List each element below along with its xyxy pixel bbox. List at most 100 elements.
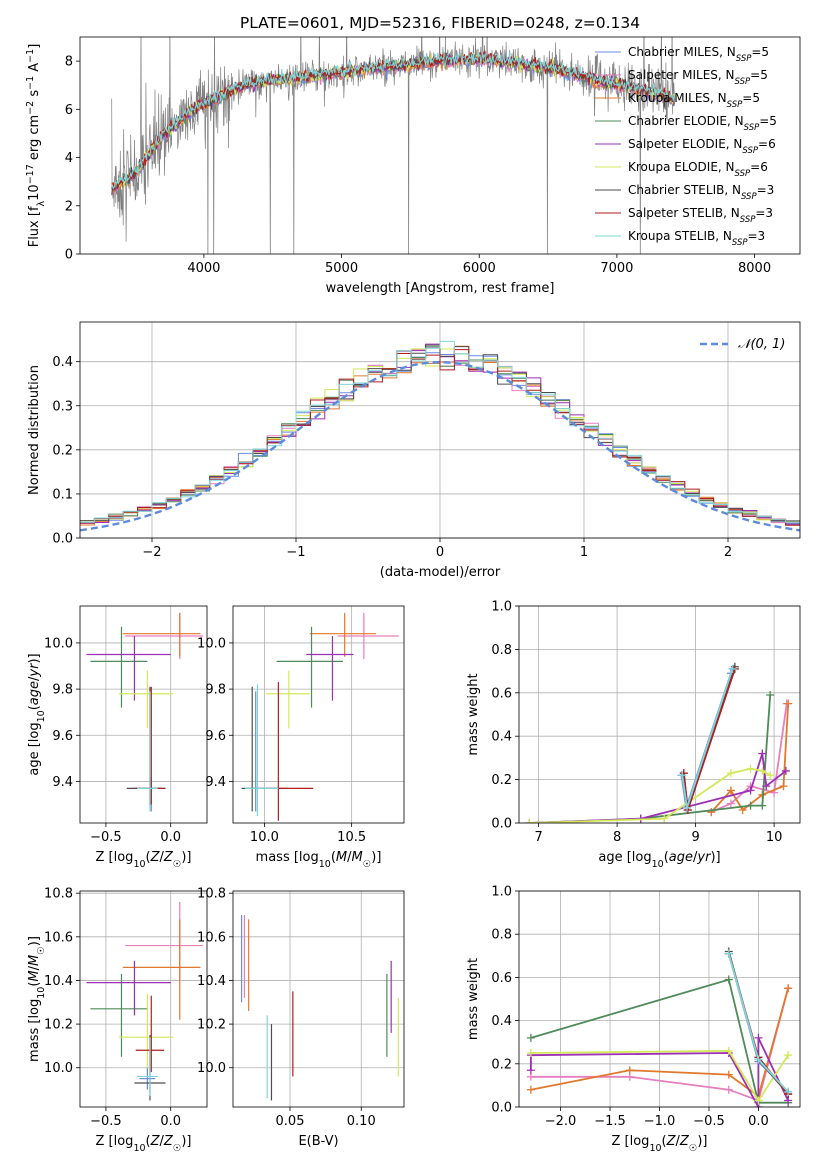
- series-marker: [724, 975, 733, 984]
- axis-label: age [log10(age/yr)]: [27, 653, 47, 775]
- axis-label: E(B-V): [298, 1134, 338, 1149]
- x-tick-label: −2.0: [545, 1114, 577, 1129]
- errorbar-point: [126, 686, 166, 805]
- errorbar-point: [245, 684, 279, 817]
- subplot-massweight-vs-age: 7 8 9 10 0.0 0.2 0.4 0.6 0.8 1.0 age [log10(age/yr…: [466, 600, 801, 870]
- axis-label: mass [log10(M/M☉)]: [27, 936, 47, 1062]
- x-tick-label: 7: [534, 830, 542, 845]
- legend: 𝒩(0, 1): [700, 337, 785, 352]
- errorbar-point: [309, 612, 377, 657]
- subplot-age-vs-mass: 10.0 10.5 9.4 9.6 9.8 10.0 mass [log10(M/M☉)]: [197, 605, 405, 870]
- axes-frame: [518, 890, 801, 1108]
- x-tick-label: 0.10: [347, 1114, 376, 1129]
- errorbar-point: [139, 1067, 156, 1090]
- legend-entry: Kroupa MILES, NSSP=5: [628, 91, 760, 110]
- legend-entry: 𝒩(0, 1): [738, 337, 785, 352]
- y-tick-label: 0.4: [52, 355, 73, 370]
- x-tick-label: −2: [142, 545, 161, 560]
- y-tick-label: 0.3: [52, 399, 73, 414]
- axis-label: age [log10(age/yr)]: [598, 850, 720, 870]
- y-tick-label: 9.8: [52, 683, 73, 698]
- figure-title: PLATE=0601, MJD=52316, FIBERID=0248, z=0…: [240, 14, 640, 32]
- series-marker: [766, 690, 775, 699]
- subplot-age-vs-Z: −0.5 0.0 9.4 9.6 9.8 10.0 Z [log10(Z/Z☉)] age […: [27, 605, 208, 870]
- series-marker: [758, 801, 767, 810]
- errorbar-point: [86, 960, 171, 1016]
- y-tick-label: 0.0: [491, 1101, 512, 1116]
- series-marker: [758, 749, 767, 758]
- plot-area: [86, 901, 204, 1101]
- axis-label: Flux [fλ10−17 erg cm−2 s−1 A−1]: [25, 44, 47, 248]
- subplots: 4000 5000 6000 7000 8000 0 2 4 6 8 wavelength [Ang…: [25, 36, 801, 1154]
- series-marker: [766, 771, 775, 780]
- y-tick-label: 10.2: [44, 1018, 73, 1033]
- series-marker: [754, 1055, 763, 1064]
- axis-label: Normed distribution: [27, 365, 42, 495]
- plot-area: [241, 612, 399, 821]
- subplot-residuals: −2 −1 0 1 2 0.0 0.1 0.2 0.3 0.4 (data-model)/error…: [27, 321, 801, 580]
- series-marker: [660, 814, 669, 823]
- data-spectrum-line: [111, 37, 675, 254]
- legend-entry: Salpeter MILES, NSSP=5: [628, 68, 768, 87]
- series-marker: [526, 1033, 535, 1042]
- series-marker: [726, 786, 735, 795]
- series-marker: [724, 949, 733, 958]
- series-marker: [526, 1049, 535, 1057]
- x-tick-label: 0.0: [748, 1114, 769, 1129]
- legend-entry: Salpeter STELIB, NSSP=3: [628, 206, 773, 225]
- histogram-step: [80, 340, 800, 523]
- errorbar-point: [137, 691, 158, 812]
- series-marker: [525, 819, 534, 823]
- errorbar-point: [125, 901, 204, 981]
- series-marker: [678, 771, 687, 780]
- plot-area: [526, 947, 793, 1107]
- errorbar-point: [125, 612, 204, 660]
- axis-label: mass [log10(M/M☉)]: [256, 850, 382, 870]
- y-tick-label: 6: [65, 103, 73, 118]
- series-marker: [754, 1033, 763, 1042]
- y-tick-label: 9.4: [52, 775, 73, 790]
- x-tick-label: −1.0: [644, 1114, 676, 1129]
- errorbar-point: [137, 1037, 158, 1097]
- y-tick-label: 1.0: [491, 600, 512, 615]
- y-tick-label: 0.2: [491, 1057, 512, 1072]
- axis-label: Z [log10(Z/Z☉)]: [612, 1134, 708, 1154]
- y-tick-label: 0.0: [52, 532, 73, 547]
- x-tick-label: 0.0: [160, 830, 181, 845]
- plot-area: [525, 662, 793, 823]
- x-tick-label: 0: [436, 545, 444, 560]
- plot-area: [111, 37, 675, 254]
- errorbar-point: [90, 973, 148, 1057]
- errorbar-point: [90, 626, 148, 708]
- x-tick-label: 10: [766, 830, 783, 845]
- x-tick-label: 2: [724, 545, 732, 560]
- errorbar-point: [246, 691, 265, 812]
- axis-label: Z [log10(Z/Z☉)]: [96, 850, 192, 870]
- series-marker: [781, 766, 790, 775]
- series-marker: [762, 782, 771, 791]
- series-marker: [758, 766, 767, 775]
- series-marker: [625, 1066, 634, 1075]
- series-line: [710, 703, 788, 813]
- series-marker: [726, 769, 735, 778]
- x-tick-label: −0.5: [693, 1114, 725, 1129]
- series-line: [710, 703, 790, 813]
- errorbar-point: [266, 682, 314, 821]
- series-marker: [526, 1085, 535, 1094]
- legend-entry: Kroupa ELODIE, NSSP=6: [628, 160, 768, 179]
- y-tick-label: 9.6: [52, 729, 73, 744]
- y-tick-label: 10.0: [197, 636, 226, 651]
- axes-frame: [79, 890, 208, 1108]
- series-marker: [784, 699, 793, 708]
- subplot-mass-vs-Z: −0.5 0.0 10.0 10.2 10.4 10.6 10.8 Z [log10(Z/Z☉…: [27, 887, 208, 1154]
- x-tick-label: 0.0: [160, 1114, 181, 1129]
- errorbar-point: [86, 636, 171, 701]
- x-tick-label: −0.5: [90, 1114, 122, 1129]
- y-tick-label: 9.4: [205, 775, 226, 790]
- x-tick-label: 6000: [463, 261, 496, 276]
- series-marker: [682, 803, 691, 812]
- series-marker: [724, 1046, 733, 1055]
- subplot-spectrum: 4000 5000 6000 7000 8000 0 2 4 6 8 wavelength [Ang…: [25, 36, 801, 296]
- x-tick-label: 9: [691, 830, 699, 845]
